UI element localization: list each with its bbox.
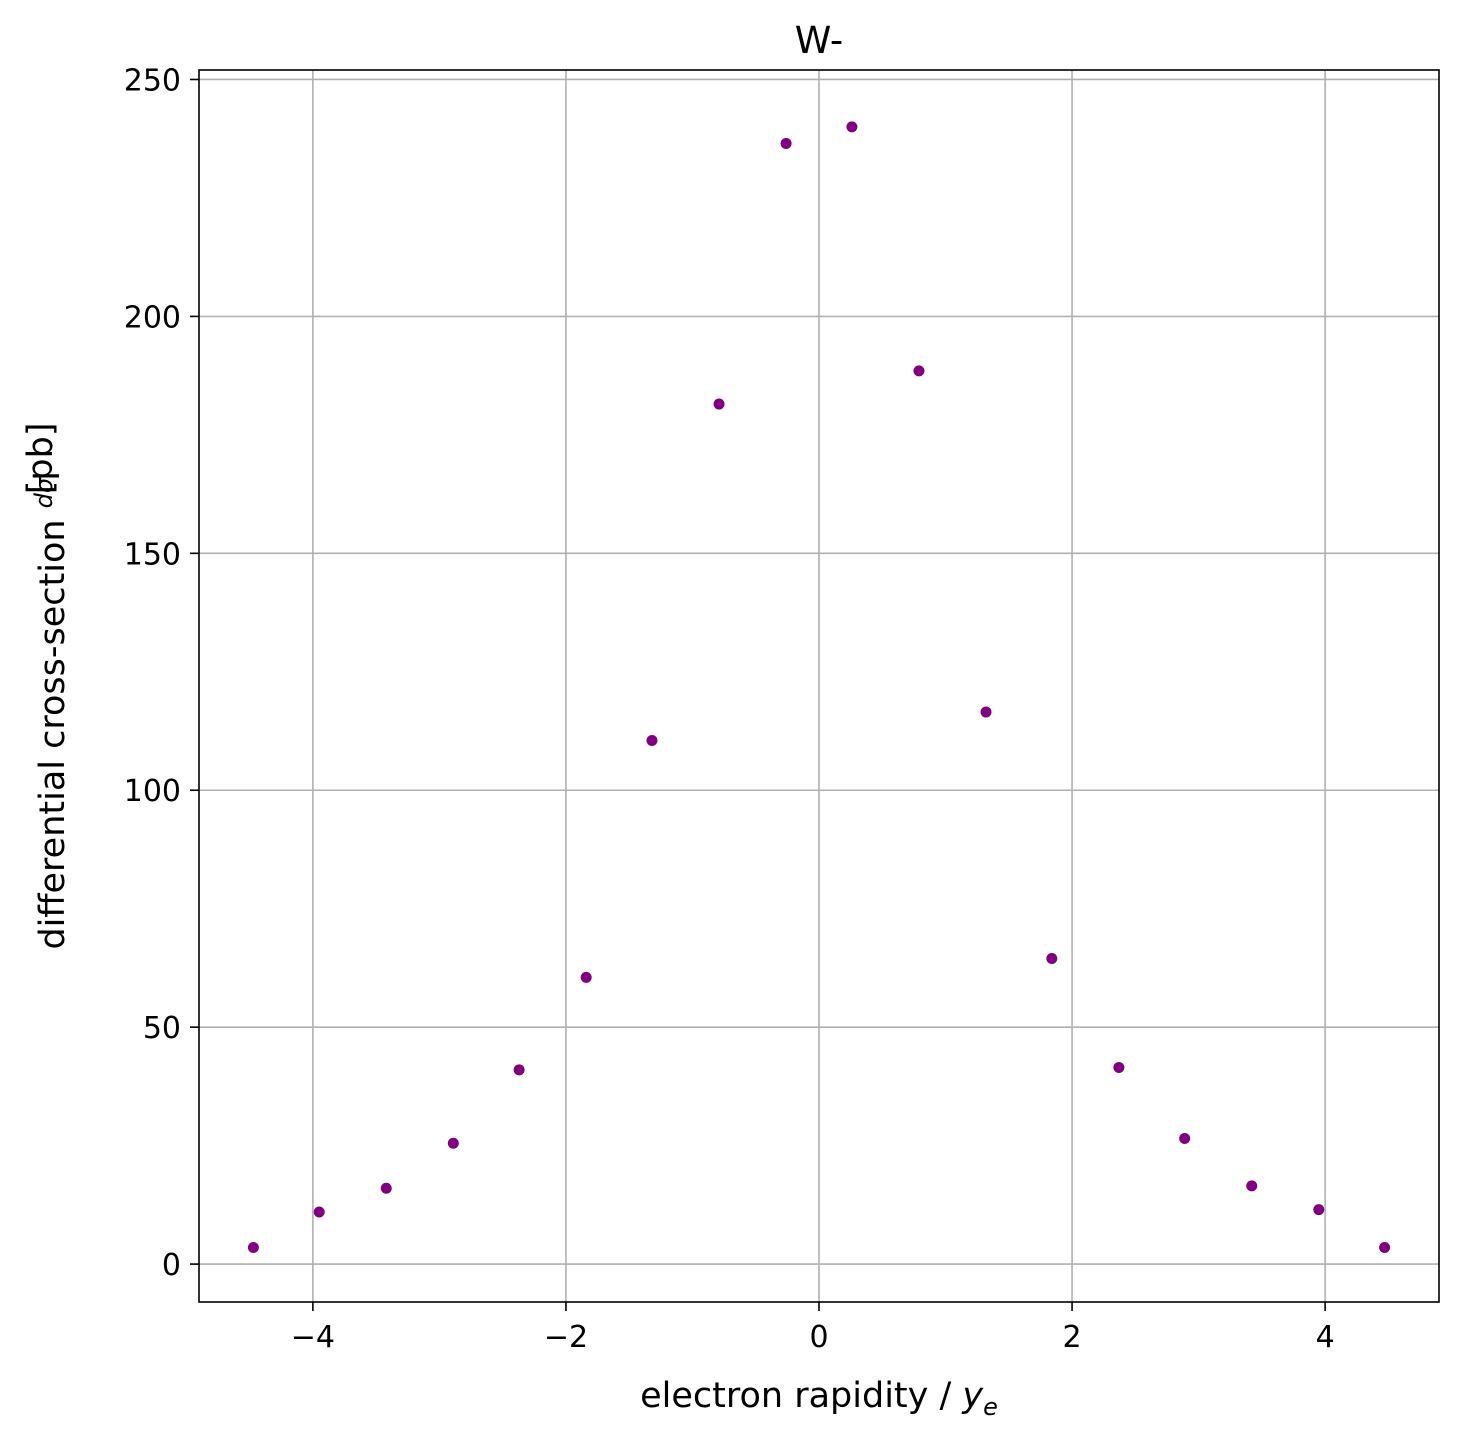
data-point (1246, 1180, 1258, 1192)
data-point (313, 1206, 325, 1218)
x-tick-label: 0 (809, 1320, 828, 1355)
svg-text:differential cross-section dσ: differential cross-section dσ [pb] (21, 422, 73, 949)
data-point (247, 1242, 259, 1254)
data-point (1179, 1133, 1191, 1145)
data-point (380, 1182, 392, 1194)
data-point (580, 971, 592, 983)
x-tick-label: −2 (544, 1320, 588, 1355)
data-point (980, 706, 992, 718)
x-tick-label: 4 (1316, 1320, 1335, 1355)
data-point (780, 137, 792, 149)
y-tick-label: 150 (124, 537, 181, 572)
y-tick-label: 50 (143, 1011, 181, 1046)
data-point (713, 398, 725, 410)
grid (199, 70, 1439, 1302)
data-point (1113, 1061, 1125, 1073)
y-tick-label: 100 (124, 774, 181, 809)
data-points (247, 121, 1391, 1254)
data-point (447, 1137, 459, 1149)
x-tick-label: −4 (291, 1320, 335, 1355)
data-point (913, 365, 925, 377)
y-tick-label: 250 (124, 63, 181, 98)
x-axis-label: electron rapidity / ye (640, 1376, 998, 1421)
y-tick-label: 0 (162, 1248, 181, 1283)
data-point (646, 734, 658, 746)
data-point (1046, 952, 1058, 964)
x-tick-label: 2 (1063, 1320, 1082, 1355)
ticks: −4 −2 0 2 4 0 50 100 150 200 250 (124, 63, 1335, 1355)
y-axis-label: differential cross-section dσ [pb] (21, 422, 73, 949)
data-point (846, 121, 858, 133)
data-point (1379, 1242, 1391, 1254)
data-point (1313, 1204, 1325, 1216)
data-point (513, 1064, 525, 1076)
y-tick-label: 200 (124, 300, 181, 335)
chart-title: W- (795, 19, 843, 62)
